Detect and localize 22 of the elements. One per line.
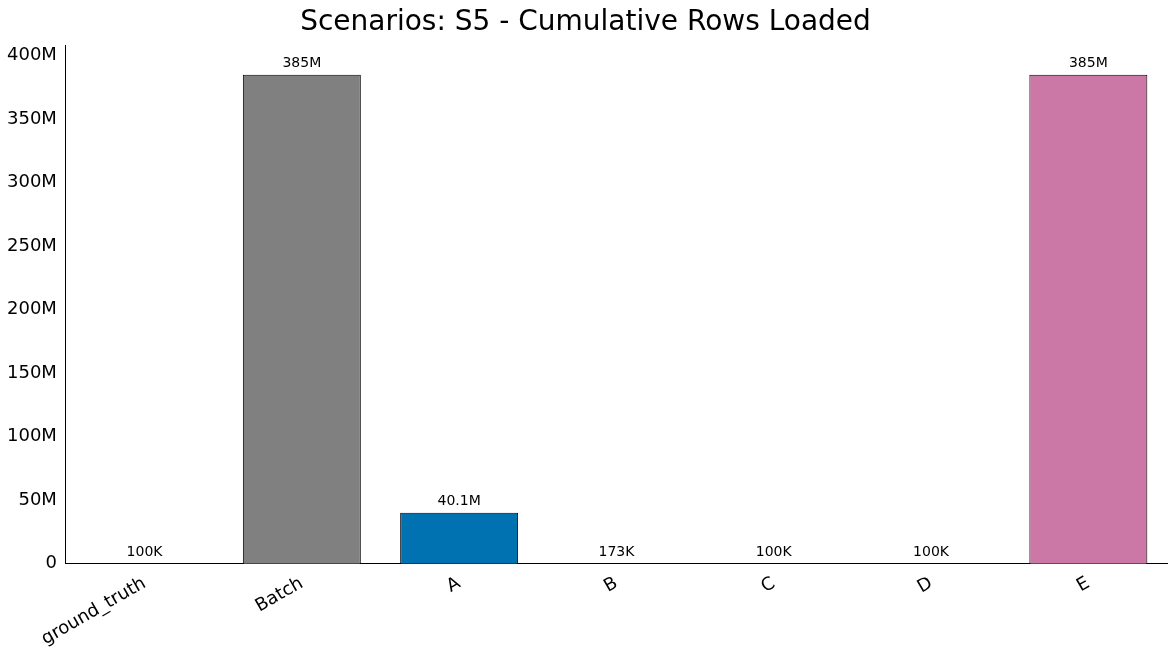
x-tick-label: A xyxy=(442,571,465,596)
y-tick-label: 300M xyxy=(7,170,57,192)
data-label: 100K xyxy=(126,543,164,560)
x-tick-label: D xyxy=(912,571,936,597)
y-tick-label: 100M xyxy=(7,424,57,446)
y-tick-label: 50M xyxy=(18,487,57,509)
x-tick-label: E xyxy=(1072,571,1093,596)
y-tick-label: 250M xyxy=(7,233,57,255)
y-tick-label: 0 xyxy=(45,551,57,573)
y-tick-label: 150M xyxy=(7,360,57,382)
data-label: 173K xyxy=(598,543,636,560)
data-label: 40.1M xyxy=(437,492,481,509)
data-label: 100K xyxy=(755,543,793,560)
y-tick-label: 200M xyxy=(7,297,57,319)
x-tick-label: C xyxy=(756,571,779,596)
data-label: 100K xyxy=(913,543,950,560)
data-label: 385M xyxy=(1068,54,1108,71)
x-tick-label: B xyxy=(599,571,621,596)
data-label: 385M xyxy=(282,54,322,71)
y-tick-label: 350M xyxy=(7,106,57,128)
chart-title: Scenarios: S5 - Cumulative Rows Loaded xyxy=(300,4,871,38)
y-tick-label: 400M xyxy=(7,43,57,65)
